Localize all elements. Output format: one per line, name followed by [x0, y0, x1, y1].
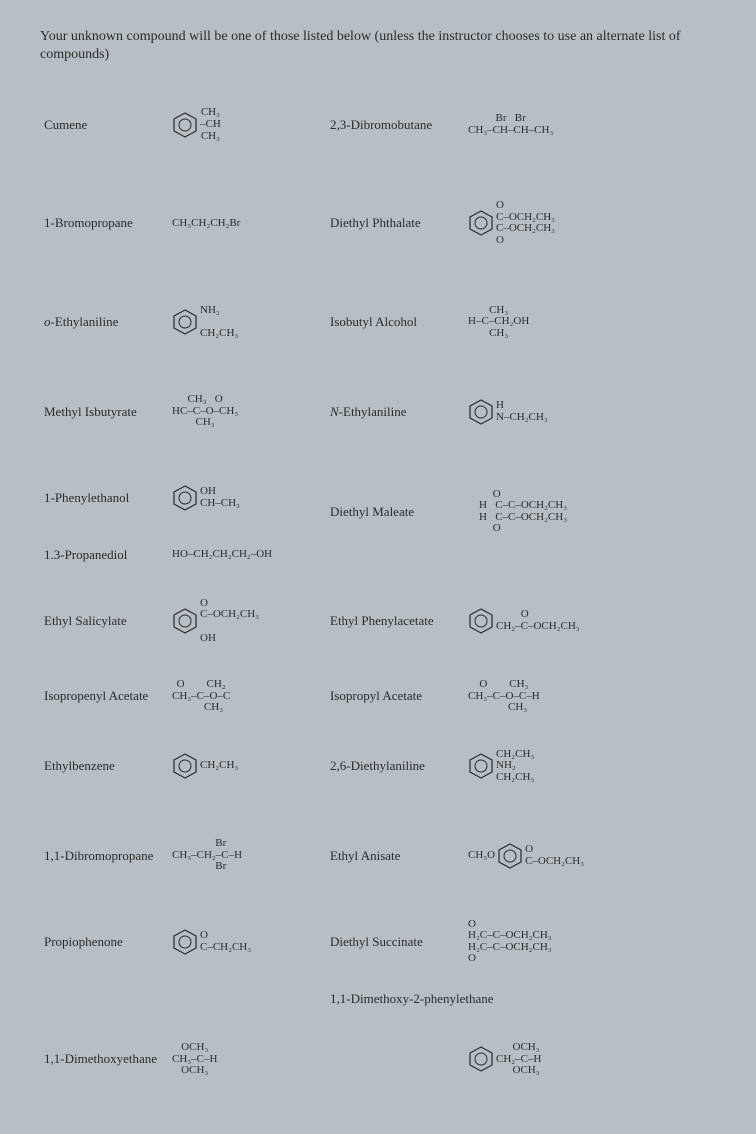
struct-propanediol: HO–CH₂CH₂CH₂–OH — [168, 541, 326, 569]
struct-dimethoxyethane: OCH₃CH₃–C–HOCH₃ — [168, 1013, 326, 1106]
name-dibromobutane: 2,3-Dibromobutane — [326, 78, 464, 171]
name-nethylaniline: N-Ethylaniline — [326, 368, 464, 454]
name-dibromopropane: 1,1-Dibromopropane — [40, 813, 168, 899]
name-bromopropane: 1-Bromopropane — [40, 171, 168, 275]
struct-methylisobutyrate: CH₃ OHC–C–O–CH₃CH₃ — [168, 368, 326, 454]
name-dimethoxyethane: 1,1-Dimethoxyethane — [40, 1013, 168, 1106]
struct-isopropylacetate: O CH₃CH₃–C–O–C–H CH₃ — [464, 673, 716, 720]
struct-nethylaniline: HN–CH₂CH₃ — [464, 368, 716, 454]
name-oethylaniline: o-Ethylaniline — [40, 276, 168, 369]
name-isopropenylacetate: Isopropenyl Acetate — [40, 673, 168, 720]
name-ethylphenylacetate: Ethyl Phenylacetate — [326, 569, 464, 673]
name-dimethoxyphenyl: 1,1-Dimethoxy-2-phenylethane — [326, 985, 716, 1013]
struct-bromopropane: CH₃CH₂CH₂Br — [168, 171, 326, 275]
struct-dimethoxyphenyl: OCH₃CH₂–C–H OCH₃ — [464, 1013, 716, 1106]
struct-isopropenylacetate: O CH₂CH₃–C–O–C CH₃ — [168, 673, 326, 720]
name-methylisobutyrate: Methyl Isbutyrate — [40, 368, 168, 454]
struct-dibromopropane: BrCH₃–CH₂–C–H Br — [168, 813, 326, 899]
name-propiophenone: Propiophenone — [40, 899, 168, 985]
name-isopropylacetate: Isopropyl Acetate — [326, 673, 464, 720]
struct-oethylaniline: NH₂CH₂CH₃ — [168, 276, 326, 369]
name-propanediol: 1.3-Propanediol — [40, 541, 168, 569]
struct-phenylethanol: OHCH–CH₃ — [168, 455, 326, 541]
struct-ethylbenzene: CH₂CH₃ — [168, 720, 326, 813]
struct-propiophenone: OC–CH₂CH₃ — [168, 899, 326, 985]
struct-cumene: CH₃–CHCH₃ — [168, 78, 326, 171]
struct-diethylphthalate: OC–OCH₂CH₃C–OCH₂CH₃O — [464, 171, 716, 275]
struct-ethylanisate: CH₃O OC–OCH₂CH₃ — [464, 813, 716, 899]
intro-text: Your unknown compound will be one of tho… — [40, 28, 716, 64]
name-ethylanisate: Ethyl Anisate — [326, 813, 464, 899]
struct-isobutylalcohol: CH₃H–C–CH₂OHCH₃ — [464, 276, 716, 369]
struct-diethylmaleate: OH C–C–OCH₂CH₃H C–C–OCH₂CH₃ O — [464, 455, 716, 569]
compound-table: Cumene CH₃–CHCH₃ 2,3-Dibromobutane Br Br… — [40, 78, 716, 1105]
struct-ethylphenylacetate: OCH₂–C–OCH₂CH₃ — [464, 569, 716, 673]
name-diethylsuccinate: Diethyl Succinate — [326, 899, 464, 985]
struct-diethylsuccinate: OH₂C–C–OCH₂CH₃H₂C–C–OCH₂CH₃O — [464, 899, 716, 985]
name-ethylsalicylate: Ethyl Salicylate — [40, 569, 168, 673]
name-phenylethanol: 1-Phenylethanol — [40, 455, 168, 541]
name-ethylbenzene: Ethylbenzene — [40, 720, 168, 813]
name-isobutylalcohol: Isobutyl Alcohol — [326, 276, 464, 369]
struct-ethylsalicylate: OC–OCH₂CH₃OH — [168, 569, 326, 673]
struct-26diethylaniline: CH₂CH₃NH₂CH₂CH₃ — [464, 720, 716, 813]
struct-dibromobutane: Br BrCH₃–CH–CH–CH₃ — [464, 78, 716, 171]
name-26diethylaniline: 2,6-Diethylaniline — [326, 720, 464, 813]
name-diethylmaleate: Diethyl Maleate — [326, 455, 464, 569]
name-diethylphthalate: Diethyl Phthalate — [326, 171, 464, 275]
name-cumene: Cumene — [40, 78, 168, 171]
